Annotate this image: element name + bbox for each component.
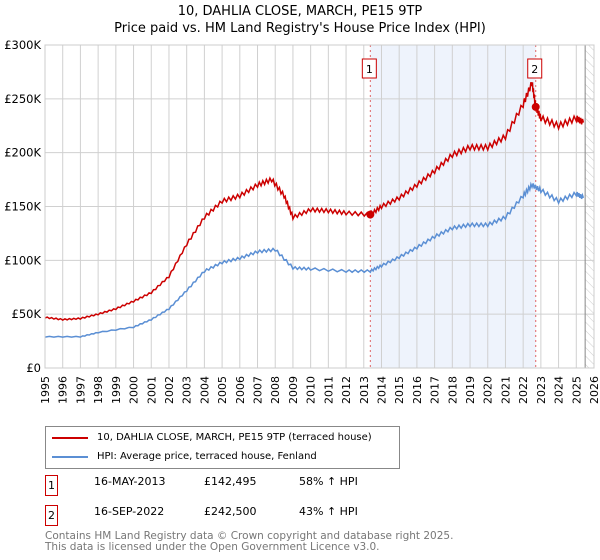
transaction-row: 2 16-SEP-2022 £242,500 43% ↑ HPI bbox=[45, 505, 358, 526]
sale-label-box bbox=[527, 58, 543, 79]
footer-licence: This data is licensed under the Open Gov… bbox=[45, 541, 380, 553]
x-tick-label: 2011 bbox=[322, 376, 335, 404]
x-tick-label: 2012 bbox=[340, 376, 353, 404]
sale-point bbox=[531, 102, 540, 111]
x-tick-label: 2014 bbox=[375, 376, 388, 404]
x-tick-label: 2009 bbox=[287, 376, 300, 404]
x-tick-label: 2016 bbox=[411, 376, 424, 404]
x-tick-label: 1995 bbox=[39, 376, 52, 404]
series-line bbox=[44, 181, 585, 338]
x-tick-label: 2004 bbox=[198, 376, 211, 404]
x-tick-label: 1997 bbox=[74, 376, 87, 404]
x-tick-label: 2021 bbox=[499, 376, 512, 404]
sale-label: 1 bbox=[366, 63, 373, 76]
footer: Contains HM Land Registry data © Crown c… bbox=[45, 531, 453, 553]
y-tick-label: £100K bbox=[4, 253, 41, 267]
y-tick-label: £200K bbox=[4, 146, 41, 160]
x-tick-label: 2017 bbox=[429, 376, 442, 404]
transaction-price: £242,500 bbox=[204, 505, 257, 518]
x-tick-label: 2006 bbox=[234, 376, 247, 404]
x-tick-label: 2013 bbox=[358, 376, 371, 404]
transaction-date: 16-MAY-2013 bbox=[94, 475, 166, 488]
chart-title: 10, DAHLIA CLOSE, MARCH, PE15 9TP bbox=[177, 4, 423, 19]
x-tick-label: 2024 bbox=[553, 376, 566, 404]
x-tick-label: 2007 bbox=[252, 376, 265, 404]
x-tick-label: 1999 bbox=[110, 376, 123, 404]
plot-area: 1995 1996 1997 1998 1999 2000 2001 2002 2003 2004… bbox=[4, 38, 600, 404]
sale-point bbox=[366, 210, 375, 219]
y-tick-label: £300K bbox=[4, 38, 41, 52]
legend-swatch-property bbox=[52, 436, 88, 439]
y-tick-label: £50K bbox=[12, 307, 42, 321]
x-tick-label: 2003 bbox=[181, 376, 194, 404]
legend-label-property: 10, DAHLIA CLOSE, MARCH, PE15 9TP (terra… bbox=[97, 432, 372, 443]
x-tick-label: 2002 bbox=[163, 376, 176, 404]
x-tick-label: 2015 bbox=[393, 376, 406, 404]
x-tick-label: 2018 bbox=[446, 376, 459, 404]
transaction-date: 16-SEP-2022 bbox=[94, 505, 165, 518]
transaction-price: £142,495 bbox=[204, 475, 257, 488]
x-tick-label: 2022 bbox=[517, 376, 530, 404]
sale-label-box bbox=[361, 58, 377, 79]
transaction-row: 1 16-MAY-2013 £142,495 58% ↑ HPI bbox=[45, 475, 358, 496]
y-tick-label: £0 bbox=[26, 361, 41, 375]
plot-frame bbox=[44, 44, 595, 369]
chart-subtitle: Price paid vs. HM Land Registry's House … bbox=[114, 21, 486, 36]
x-tick-label: 2001 bbox=[145, 376, 158, 404]
x-tick-label: 2010 bbox=[305, 376, 318, 404]
legend: 10, DAHLIA CLOSE, MARCH, PE15 9TP (terra… bbox=[45, 426, 400, 469]
x-tick-label: 1998 bbox=[92, 376, 105, 404]
legend-swatch-hpi bbox=[52, 455, 88, 458]
sale-label: 2 bbox=[531, 63, 538, 76]
x-tick-label: 1996 bbox=[57, 376, 70, 404]
x-tick-label: 2023 bbox=[535, 376, 548, 404]
transaction-hpi: 58% ↑ HPI bbox=[299, 475, 358, 488]
x-tick-label: 2000 bbox=[128, 376, 141, 404]
x-tick-label: 2019 bbox=[464, 376, 477, 404]
x-tick-label: 2026 bbox=[588, 376, 600, 404]
series-line bbox=[44, 82, 585, 322]
x-tick-label: 2025 bbox=[570, 376, 583, 404]
footer-copyright: Contains HM Land Registry data © Crown c… bbox=[45, 530, 454, 542]
x-tick-label: 2005 bbox=[216, 376, 229, 404]
x-tick-label: 2020 bbox=[482, 376, 495, 404]
x-tick-label: 2008 bbox=[269, 376, 282, 404]
y-tick-label: £250K bbox=[4, 92, 41, 106]
y-tick-label: £150K bbox=[4, 200, 41, 214]
legend-label-hpi: HPI: Average price, terraced house, Fenl… bbox=[97, 451, 317, 462]
transaction-badge: 2 bbox=[45, 505, 58, 526]
transaction-hpi: 43% ↑ HPI bbox=[299, 505, 358, 518]
transaction-badge: 1 bbox=[45, 475, 58, 496]
